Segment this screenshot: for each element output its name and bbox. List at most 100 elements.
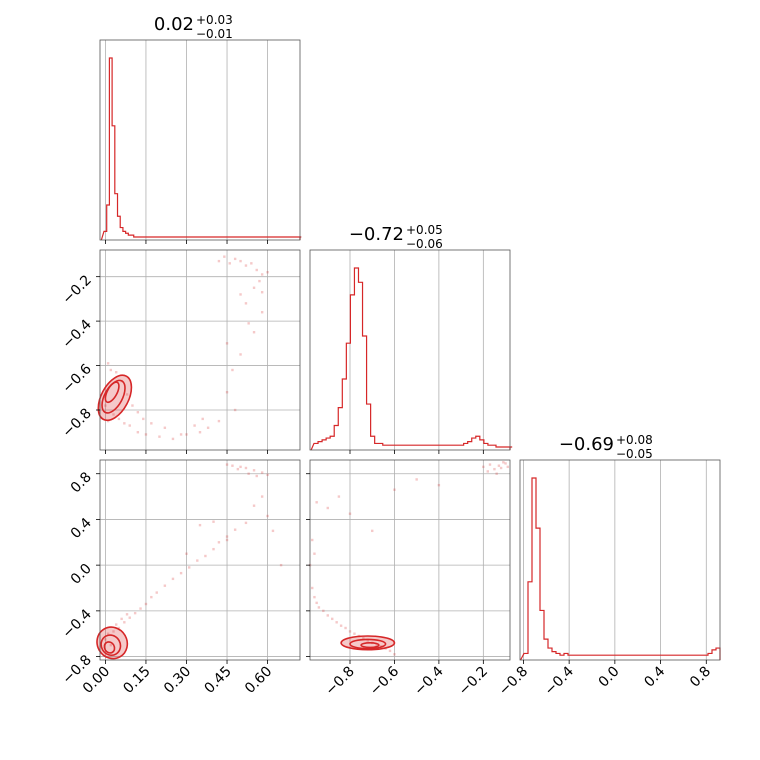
sample-point — [217, 419, 221, 423]
sample-point — [128, 616, 131, 619]
sample-point — [335, 621, 338, 624]
sample-point — [117, 626, 121, 630]
y-tick-label: 0.0 — [68, 561, 95, 588]
sample-point — [393, 653, 396, 656]
sample-point — [311, 538, 314, 542]
sample-point — [348, 630, 352, 633]
title-value: 0.02 — [154, 14, 194, 35]
sample-point — [115, 623, 118, 626]
sample-point — [120, 617, 123, 621]
density-contour-2 — [101, 379, 126, 414]
sample-point — [131, 404, 134, 407]
sample-point — [225, 538, 229, 542]
sample-point — [482, 465, 485, 469]
sample-point — [123, 621, 126, 624]
sample-point — [366, 639, 369, 642]
sample-point — [155, 591, 158, 594]
sample-point — [171, 437, 175, 441]
x-tick-label: −0.6 — [367, 663, 402, 698]
sample-point — [104, 404, 107, 407]
sample-point — [252, 504, 256, 507]
sample-point — [315, 501, 318, 504]
sample-point — [171, 577, 175, 581]
x-tick-label: 0.8 — [687, 664, 714, 691]
sample-point — [198, 523, 202, 527]
histogram-title: −0.69 +0.08−0.05 — [559, 433, 653, 461]
x-tick-label: 0.30 — [161, 664, 194, 697]
panel-scatter-0-2: 0.00 0.15 0.30 0.45 0.60−0.8−0.40.00.40.8 — [59, 459, 301, 697]
sample-point — [233, 257, 237, 261]
y-tick-label: −0.8 — [59, 406, 94, 441]
sample-point — [106, 419, 110, 423]
sample-point — [252, 469, 256, 472]
x-tick-label: 0.4 — [641, 663, 668, 690]
panel-scatter-0-1: −0.8 −0.6 −0.4 −0.2 — [59, 249, 301, 454]
x-tick-label: −0.4 — [542, 663, 577, 698]
sample-point — [258, 279, 261, 283]
sample-point — [163, 426, 167, 429]
sample-point — [179, 571, 183, 575]
sample-point — [499, 466, 503, 470]
sample-point — [231, 368, 234, 372]
sample-point — [504, 462, 507, 465]
sample-point — [112, 413, 115, 416]
sample-point — [260, 311, 264, 314]
sample-point — [371, 529, 374, 533]
panel-border — [309, 249, 511, 451]
sample-point — [217, 259, 221, 263]
sample-point — [239, 353, 242, 356]
sample-point — [128, 424, 131, 427]
sample-point — [239, 259, 242, 263]
sample-point — [362, 637, 365, 640]
sample-point — [236, 467, 240, 471]
sample-point — [326, 614, 329, 617]
panel-border — [99, 459, 301, 661]
sample-point — [260, 273, 264, 276]
x-tick-label: 0.60 — [242, 664, 275, 697]
sample-point — [136, 411, 140, 414]
sample-point — [196, 559, 199, 562]
panel-border — [99, 249, 301, 451]
title-value: −0.72 — [349, 224, 404, 245]
y-tick-label: 0.4 — [68, 515, 95, 542]
panel-background — [520, 460, 720, 660]
sample-point — [375, 643, 378, 647]
density-contour-3 — [360, 642, 380, 649]
sample-point — [247, 322, 250, 325]
sample-point — [339, 624, 343, 627]
sample-point — [223, 255, 226, 258]
density-contour-2 — [349, 638, 387, 650]
sample-point — [271, 529, 275, 533]
sample-point — [125, 613, 129, 616]
sample-point — [244, 466, 248, 470]
sample-point — [193, 424, 196, 427]
sample-point — [212, 520, 215, 523]
sample-point — [231, 464, 234, 467]
sample-point — [493, 467, 496, 471]
sample-point — [225, 342, 229, 345]
sample-point — [125, 393, 129, 396]
y-tick-label: −0.2 — [59, 272, 94, 307]
sample-point — [239, 293, 242, 296]
sample-point — [239, 465, 242, 469]
sample-point — [506, 465, 509, 469]
sample-point — [353, 632, 356, 635]
sample-point — [233, 528, 237, 531]
sample-point — [317, 606, 321, 609]
sample-point — [266, 271, 269, 274]
sample-point — [228, 262, 231, 265]
sample-point — [252, 331, 256, 334]
x-tick-label: −0.8 — [322, 664, 357, 699]
sample-point — [266, 473, 269, 477]
histogram-title: 0.02 +0.03−0.01 — [154, 13, 233, 41]
sample-point — [217, 541, 221, 544]
histogram-step-line — [520, 477, 721, 661]
panel-background — [310, 250, 510, 450]
panel-border — [519, 459, 721, 661]
sample-point — [201, 417, 204, 421]
sample-point — [313, 552, 316, 555]
sample-point — [315, 601, 318, 605]
sample-point — [106, 632, 110, 635]
sample-point — [488, 463, 492, 466]
